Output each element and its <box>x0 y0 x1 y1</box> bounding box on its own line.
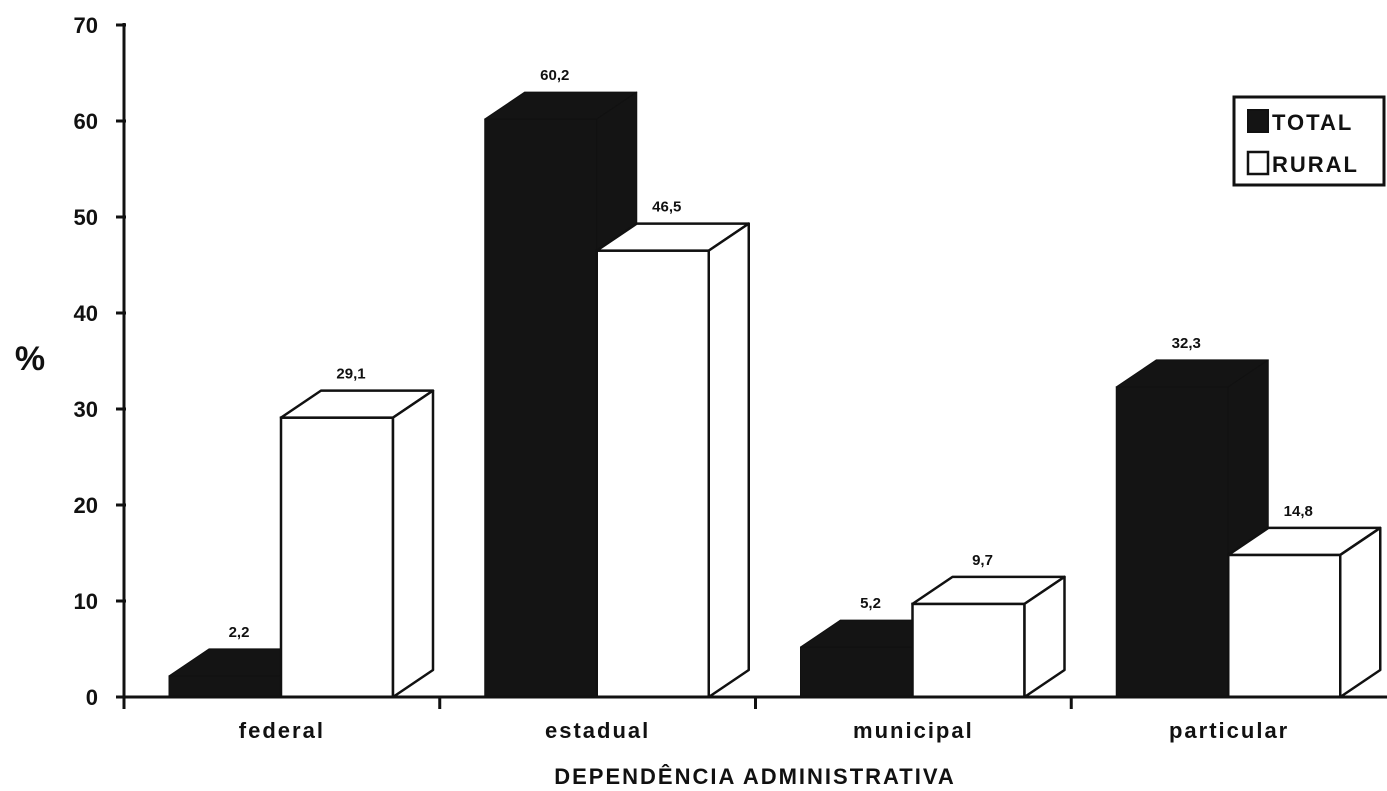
data-label-rural-estadual: 46,5 <box>652 199 681 216</box>
y-tick-label: 50 <box>74 205 98 230</box>
legend-swatch-rural <box>1246 150 1270 176</box>
bars-layer <box>168 91 1382 699</box>
y-tick-label: 0 <box>86 685 98 710</box>
data-label-total-federal: 2,2 <box>229 624 250 641</box>
y-ticks: 0 10 20 30 40 50 60 70 <box>74 13 126 710</box>
legend-swatch-total <box>1247 109 1269 133</box>
bar-front-face <box>484 118 598 698</box>
legend-label-total: TOTAL <box>1272 110 1353 135</box>
bar-front-face <box>800 646 913 698</box>
data-label-rural-particular: 14,8 <box>1284 503 1313 520</box>
x-ticks: federal estadual municipal particular <box>122 697 1289 743</box>
bar-side-face <box>707 222 750 699</box>
y-tick-label: 10 <box>74 589 98 614</box>
data-label-total-particular: 32,3 <box>1172 335 1201 352</box>
bar-front-face <box>1227 553 1342 699</box>
bar-front-face <box>168 675 282 698</box>
category-label-particular: particular <box>1169 718 1289 743</box>
bar-front-face <box>595 249 710 699</box>
y-axis-title: % <box>15 340 45 378</box>
y-tick-label: 30 <box>74 397 98 422</box>
bar-front-face <box>279 416 395 699</box>
y-tick-label: 70 <box>74 13 98 38</box>
bar-rural-estadual <box>595 222 750 699</box>
category-label-federal: federal <box>239 718 325 743</box>
data-label-total-municipal: 5,2 <box>860 595 881 612</box>
legend: TOTAL RURAL <box>1232 95 1386 187</box>
y-tick-label: 20 <box>74 493 98 518</box>
y-tick-label: 40 <box>74 301 98 326</box>
data-label-total-estadual: 60,2 <box>540 67 569 84</box>
category-label-municipal: municipal <box>853 718 974 743</box>
bar-front-face <box>911 602 1026 699</box>
bar-side-face <box>1023 575 1066 699</box>
bar-rural-particular <box>1227 526 1382 699</box>
legend-label-rural: RURAL <box>1272 152 1359 177</box>
x-axis-title: DEPENDÊNCIA ADMINISTRATIVA <box>554 764 956 789</box>
bar-rural-municipal <box>911 575 1066 699</box>
bar-side-face <box>391 389 435 699</box>
bar-side-face <box>1339 526 1382 699</box>
data-labels: 2,2 29,1 60,2 46,5 5,2 9,7 32,3 14,8 <box>229 67 1313 641</box>
bar-front-face <box>1115 386 1229 698</box>
category-label-estadual: estadual <box>545 718 650 743</box>
data-label-rural-municipal: 9,7 <box>972 552 993 569</box>
bar-rural-federal <box>279 389 435 699</box>
y-tick-label: 60 <box>74 109 98 134</box>
data-label-rural-federal: 29,1 <box>336 366 365 383</box>
